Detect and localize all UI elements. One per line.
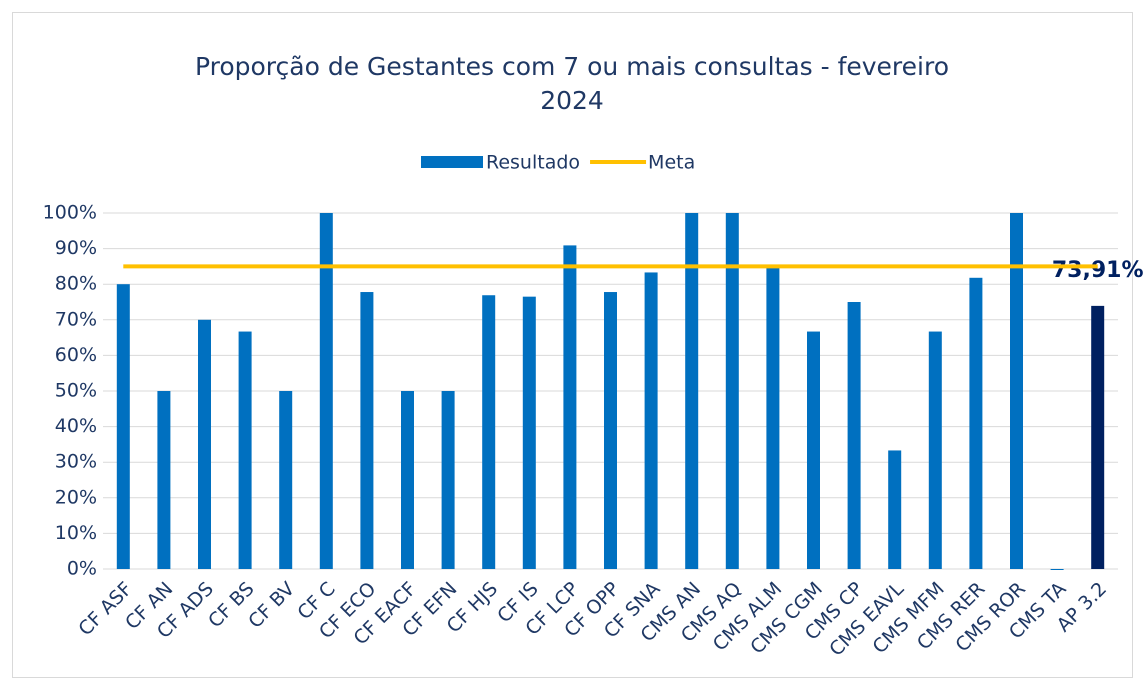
legend-label: Resultado — [486, 152, 580, 174]
chart-title: Proporção de Gestantes com 7 ou mais con… — [195, 52, 949, 115]
legend-label: Meta — [648, 152, 695, 174]
bar — [725, 213, 739, 569]
bar — [441, 391, 455, 569]
bar — [604, 292, 617, 569]
y-tick-label: 0% — [67, 558, 97, 580]
bar — [969, 277, 983, 569]
y-tick-label: 90% — [55, 237, 97, 259]
bar — [807, 331, 820, 569]
title-line: Proporção de Gestantes com 7 ou mais con… — [195, 52, 949, 81]
bar — [644, 272, 658, 569]
bar — [1010, 213, 1023, 569]
bar — [847, 302, 861, 569]
y-tick-label: 20% — [55, 486, 97, 508]
bar — [319, 213, 333, 569]
y-tick-label: 60% — [55, 344, 97, 366]
bar — [685, 213, 699, 569]
bar — [888, 450, 902, 569]
bar — [238, 331, 252, 569]
y-tick-label: 70% — [55, 308, 97, 330]
bar — [766, 266, 780, 569]
y-tick-label: 80% — [55, 273, 97, 295]
bar — [116, 284, 130, 569]
y-tick-label: 50% — [55, 380, 97, 402]
bar — [279, 391, 293, 569]
bar — [157, 391, 171, 569]
data-label: 73,91% — [1052, 258, 1144, 283]
bar — [482, 295, 496, 569]
bar — [563, 245, 577, 569]
y-tick-label: 100% — [43, 202, 97, 224]
y-tick-label: 10% — [55, 522, 97, 544]
bar — [928, 331, 942, 569]
y-tick-label: 40% — [55, 415, 97, 437]
bar — [1091, 305, 1105, 569]
legend-swatch — [421, 156, 483, 168]
bar — [198, 319, 211, 569]
bar — [401, 391, 414, 569]
y-tick-label: 30% — [55, 451, 97, 473]
bar — [522, 296, 536, 569]
bar — [360, 292, 374, 569]
title-line: 2024 — [540, 86, 604, 115]
bar — [1050, 569, 1064, 570]
